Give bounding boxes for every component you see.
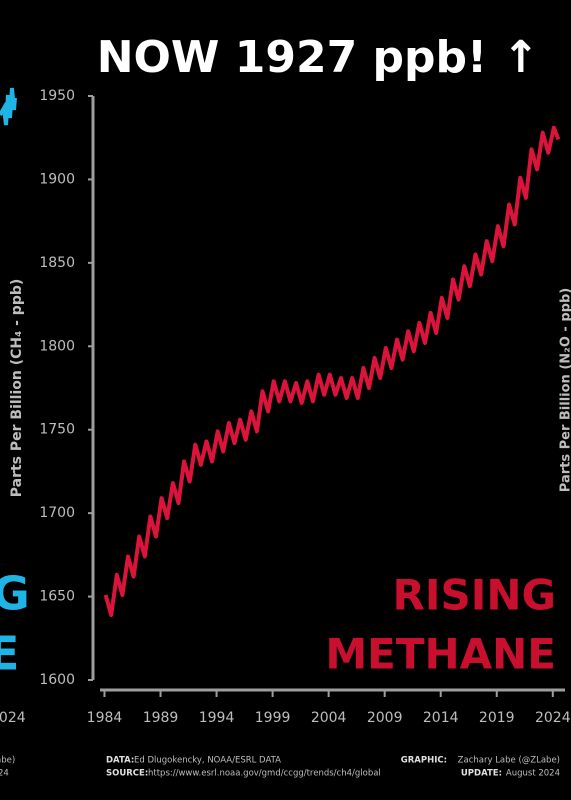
footer-text: Ed Dlugokencky, NOAA/ESRL DATA: [134, 756, 281, 766]
x-tick-label: 1994: [199, 710, 235, 726]
y-tick-label: 1650: [39, 589, 75, 605]
annotation: RISING: [393, 571, 556, 620]
y-tick-label: 1700: [39, 505, 75, 521]
footer-label: SOURCE:: [106, 769, 148, 779]
y-tick-label: 1900: [39, 171, 75, 187]
footer-label: UPDATE:: [461, 769, 502, 779]
footer-text: https://www.esrl.noaa.gov/gmd/ccgg/trend…: [148, 769, 381, 779]
y-tick-label: 1600: [39, 672, 75, 688]
x-tick-label: 2019: [479, 710, 515, 726]
neighbor-axis-label: Parts Per Billion (N₂O - ppb): [559, 288, 571, 492]
neighbor-line: [0, 87, 17, 126]
x-tick-label: 1984: [87, 710, 123, 726]
y-axis-label: Parts Per Billion (CH₄ - ppb): [9, 279, 25, 498]
y-tick-label: 1950: [39, 88, 75, 104]
y-tick-label: 1800: [39, 338, 75, 354]
annotation: METHANE: [325, 630, 556, 679]
footer-label: GRAPHIC:: [401, 756, 447, 766]
neighbor-text: E: [0, 627, 19, 681]
footer-text: Zachary Labe (@ZLabe): [458, 756, 560, 766]
chart-title: NOW 1927 ppb! ↑: [97, 32, 540, 83]
data-line: [103, 125, 561, 617]
neighbor-text: 24: [0, 769, 9, 779]
x-tick-label: 2024: [535, 710, 571, 726]
x-tick-label: 2009: [367, 710, 403, 726]
x-tick-label: 1999: [255, 710, 291, 726]
footer-label: DATA:: [106, 756, 134, 766]
x-tick-label: 2014: [423, 710, 459, 726]
footer-text: August 2024: [506, 769, 560, 779]
y-tick-label: 1850: [39, 255, 75, 271]
y-tick-label: 1750: [39, 422, 75, 438]
neighbor-text: 2024: [0, 710, 26, 726]
neighbor-text: abe): [0, 756, 15, 766]
neighbor-text: G: [0, 567, 30, 621]
x-tick-label: 1989: [143, 710, 179, 726]
x-tick-label: 2004: [311, 710, 347, 726]
